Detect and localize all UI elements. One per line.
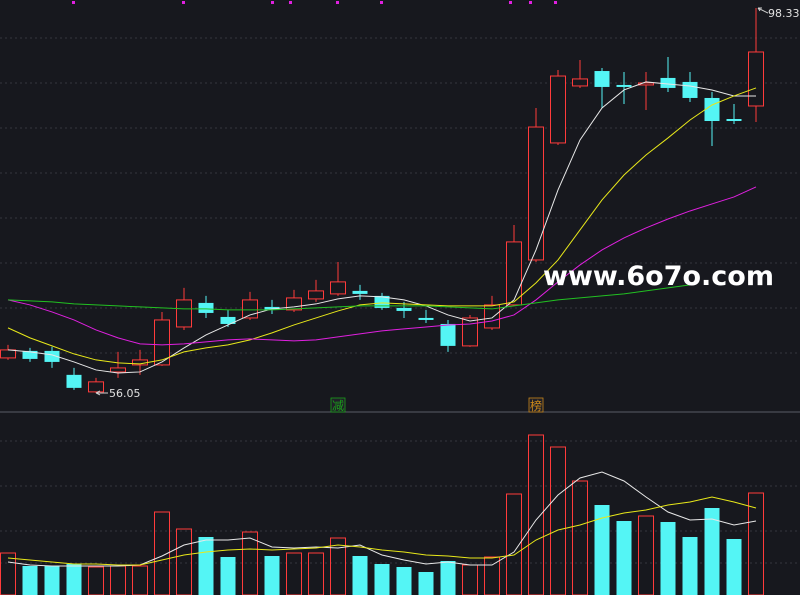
volume-bar [352, 556, 368, 595]
volume-bar [572, 480, 588, 595]
volume-bar [484, 556, 500, 595]
volume-bar [660, 522, 676, 595]
dot [336, 1, 339, 4]
volume-bar [550, 446, 566, 595]
label-arrow [757, 7, 769, 14]
dot [182, 1, 185, 4]
candle-body [704, 97, 720, 122]
marker-label: 榜 [530, 398, 542, 413]
candle-body [308, 290, 324, 300]
candle-body [88, 381, 104, 393]
high-label: 98.33 [768, 7, 800, 20]
volume-bar [726, 539, 742, 595]
volume-bar [374, 564, 390, 595]
candle-body [462, 317, 478, 347]
dot [509, 1, 512, 4]
dot [72, 1, 75, 4]
candle-body [726, 119, 742, 122]
volume-bar [594, 505, 610, 595]
marker-box [330, 397, 346, 413]
candle-body [286, 297, 302, 311]
dot [554, 1, 557, 4]
volume-bar [198, 537, 214, 595]
candle-body [22, 350, 38, 359]
candle-body [594, 71, 610, 87]
ma-line [7, 87, 757, 365]
candle-body [484, 304, 500, 329]
ma-line [7, 496, 757, 566]
top-dots [72, 1, 557, 4]
volume-bar [176, 528, 192, 595]
ma-line [7, 284, 691, 311]
volume-bar [638, 515, 654, 595]
volume-bar [286, 552, 302, 595]
candle-body [330, 281, 346, 295]
volume-bar [616, 521, 632, 595]
candle-body [550, 75, 566, 144]
volume-bar [88, 566, 104, 595]
candle-body [440, 323, 456, 346]
candle-body [374, 295, 390, 308]
candle-body [638, 82, 654, 86]
candle-body [110, 367, 126, 373]
ma-line [7, 186, 757, 346]
candle-body [44, 350, 60, 362]
volume-bar [330, 537, 346, 595]
candle-body [616, 84, 632, 87]
candle-body [418, 317, 434, 320]
candle-body [0, 349, 16, 359]
candle-body [748, 51, 764, 107]
candle-body [154, 319, 170, 366]
volume-bar [0, 552, 16, 595]
dot [289, 1, 292, 4]
candle-body [176, 299, 192, 328]
volume-bar [66, 564, 82, 595]
volume-bar [704, 508, 720, 595]
candle-body [572, 78, 588, 87]
volume-bar [418, 572, 434, 595]
ma-line [7, 81, 756, 374]
volume-bar [506, 493, 522, 595]
volume-bar [154, 511, 170, 595]
candle-body [682, 81, 698, 98]
dot [529, 1, 532, 4]
volume-bar [528, 434, 544, 595]
volume-bar [132, 565, 148, 595]
candle-body [396, 307, 412, 311]
candle-body [506, 241, 522, 306]
volume-bar [396, 567, 412, 595]
marker-label: 减 [332, 399, 344, 413]
candle-body [66, 374, 82, 388]
volume-bar [220, 557, 236, 595]
candle-body [660, 77, 676, 88]
low-label: 56.05 [109, 387, 141, 400]
candle-body [220, 316, 236, 324]
volume-bar [748, 492, 764, 595]
volume-bar [44, 566, 60, 595]
volume-bar [264, 556, 280, 595]
marker-box [528, 397, 544, 413]
volume-bar [308, 552, 324, 595]
volume-bar [22, 566, 38, 595]
dot [271, 1, 274, 4]
watermark: www.6o7o.com [543, 261, 774, 292]
dot [380, 1, 383, 4]
candle-body [352, 290, 368, 294]
candle-body [528, 126, 544, 261]
label-arrow [95, 390, 108, 396]
candle-body [198, 302, 214, 313]
volume-bar [242, 531, 258, 595]
volume-bar [440, 561, 456, 595]
volume-bar [682, 537, 698, 595]
